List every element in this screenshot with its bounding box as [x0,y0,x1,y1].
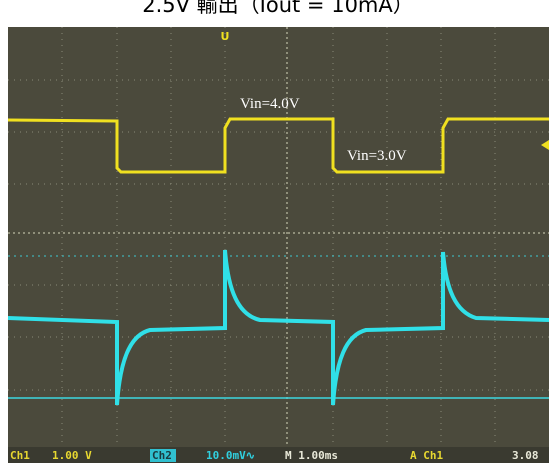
annotation: Vin=3.0V [347,148,407,164]
timebase: M 1.00ms [285,449,338,462]
ch1-scale: 1.00 V [52,449,92,462]
annotation: Vin=4.0V [240,96,300,112]
trigger: A Ch1 [410,449,443,462]
title: 2.5V 輸出（Iout = 10mA） [142,0,414,17]
trigger-marker: U [221,30,230,43]
scope-screen [8,27,549,447]
ch2-scale: 10.0mV∿ [206,449,255,462]
ch2-label: Ch2 [152,449,172,462]
ch1-label: Ch1 [10,449,30,462]
scope-screenshot: 2.5V 輸出（Iout = 10mA） U Vin=4.0V Vin=3.0V… [0,0,549,463]
trigger-level: 3.08 [512,449,539,462]
page: 2.5V 輸出（Iout = 10mA） U Vin=4.0V Vin=3.0V… [0,0,549,463]
